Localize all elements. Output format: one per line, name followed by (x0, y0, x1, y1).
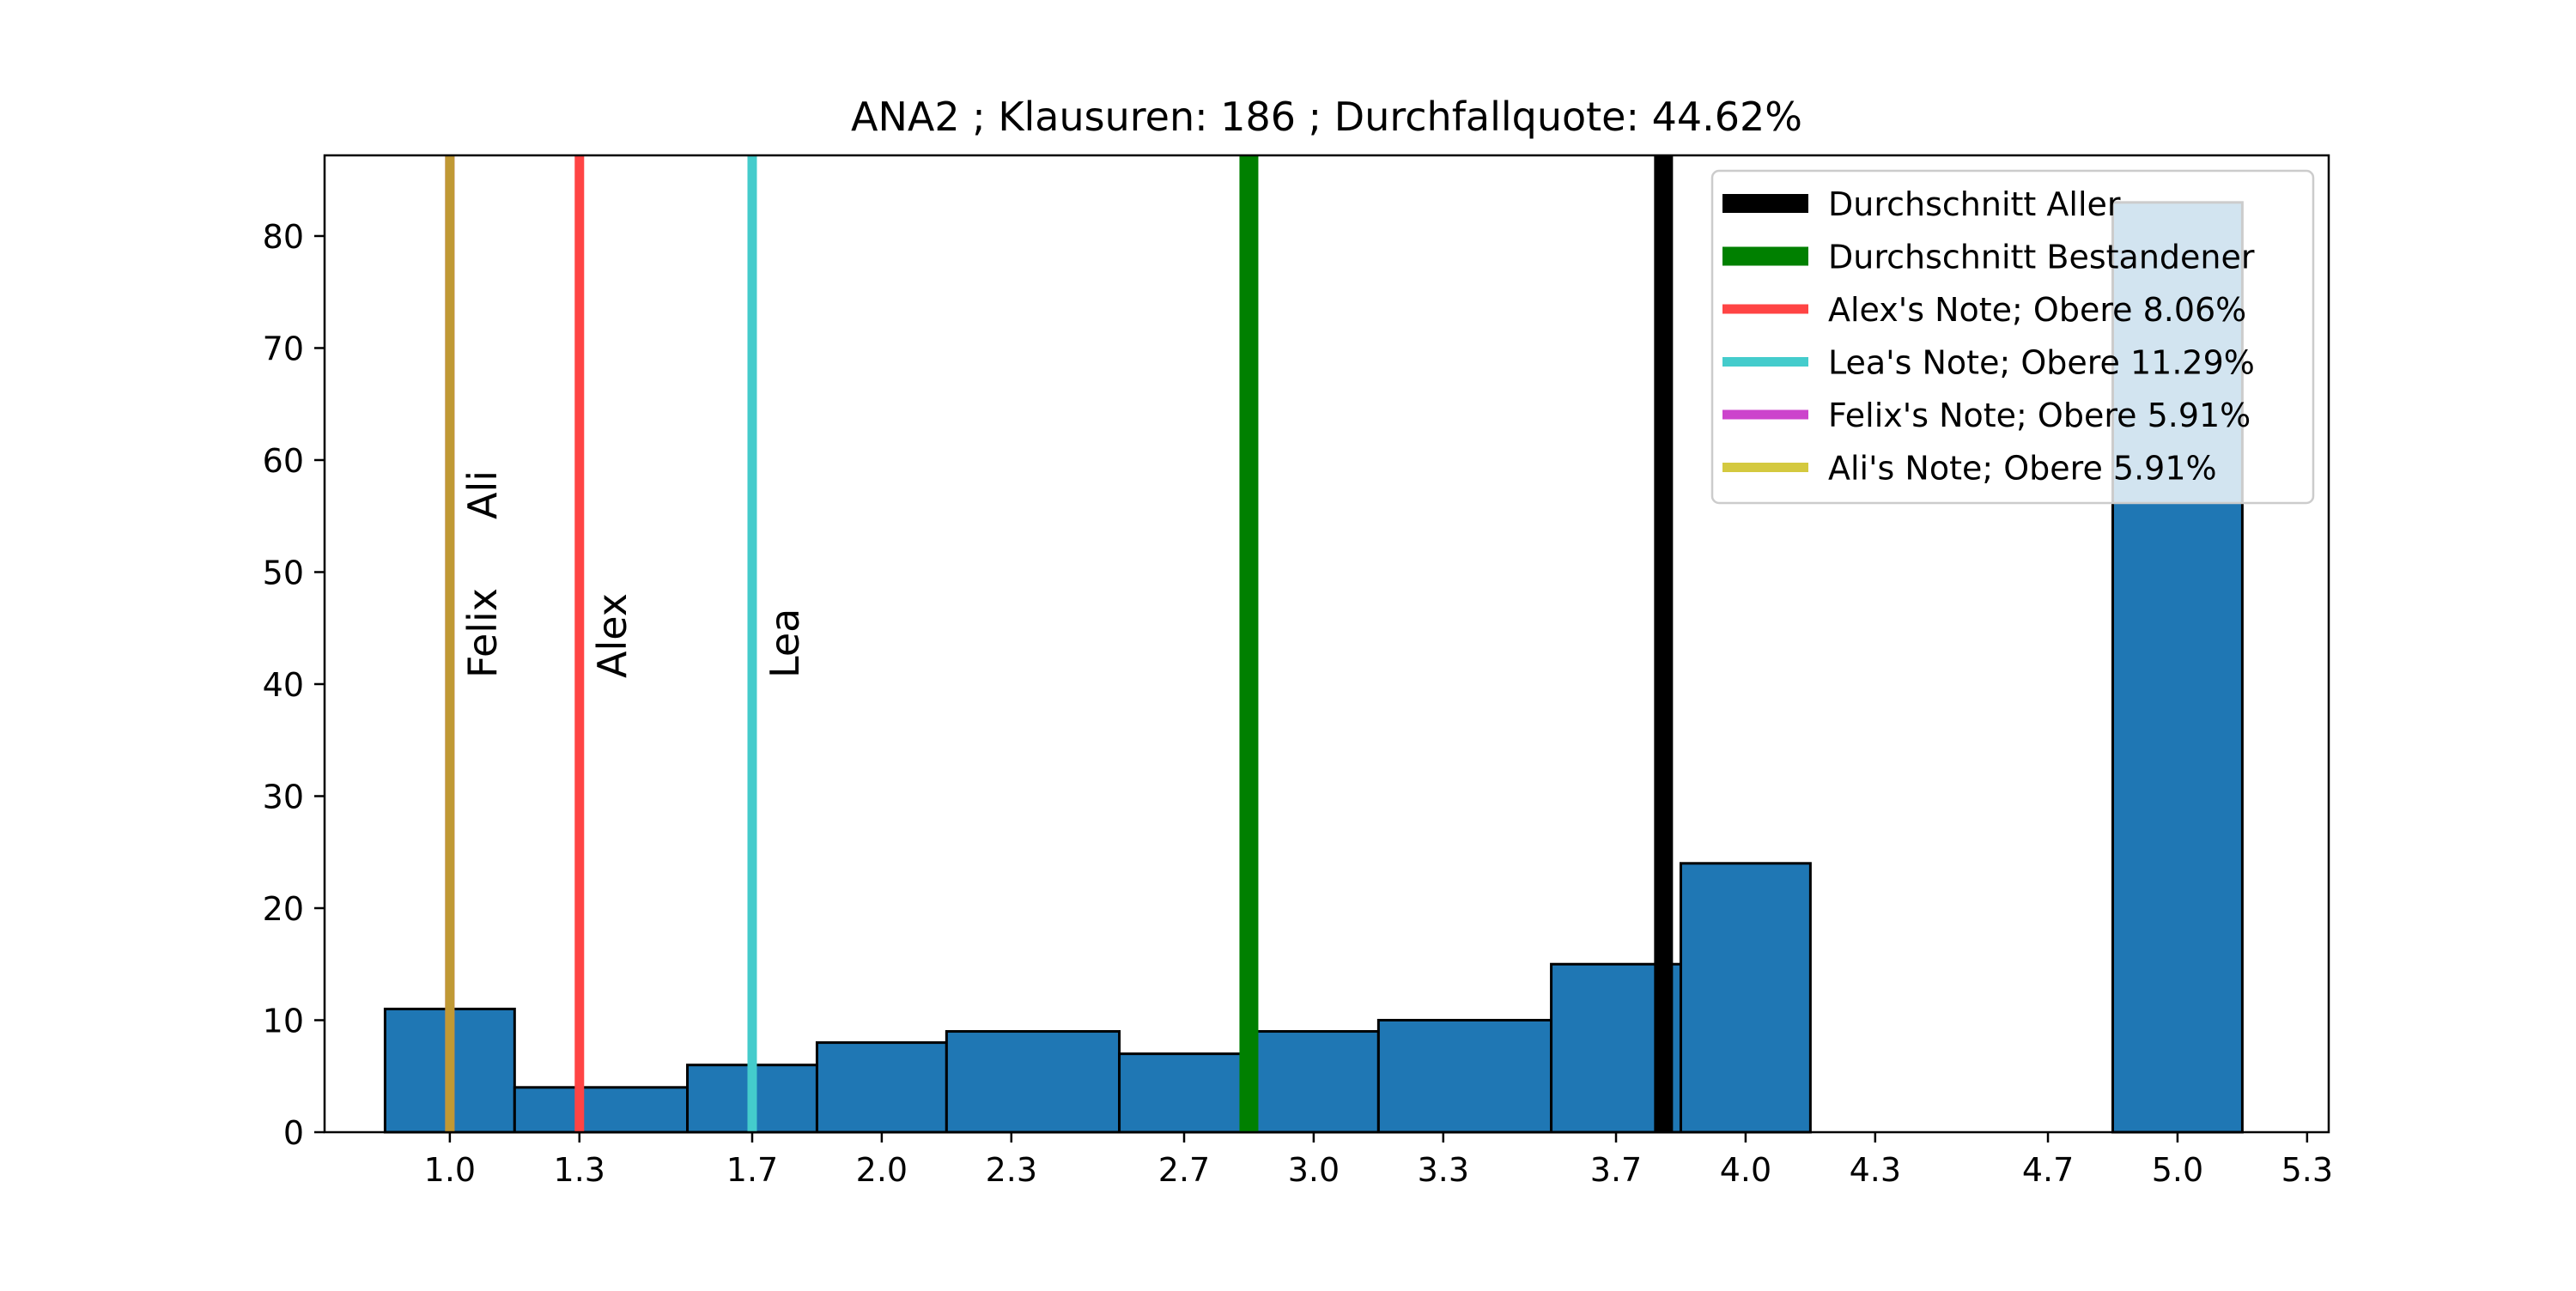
y-tick-label: 80 (263, 218, 304, 256)
legend-box (1710, 169, 2315, 505)
x-axis-ticks: 1.0 1.3 1.7 2.0 2.3 2.7 3.0 3.3 3.7 4.0 4.3 4.7 5.0 5… (424, 1132, 2333, 1189)
y-tick-label: 0 (283, 1114, 304, 1152)
histogram-bar (945, 1030, 1121, 1134)
line-annotation: Alex (589, 593, 635, 678)
x-tick-label: 3.7 (1590, 1151, 1642, 1189)
bars-layer (383, 201, 2244, 1134)
legend-label: Alex's Note; Obere 8.06% (1828, 291, 2246, 329)
x-tick-label: 1.7 (726, 1151, 778, 1189)
legend-label: Durchschnitt Aller (1828, 185, 2121, 223)
x-tick-label: 1.0 (424, 1151, 476, 1189)
y-tick-label: 60 (263, 442, 304, 480)
y-tick-label: 50 (263, 554, 304, 591)
x-tick-label: 1.3 (554, 1151, 605, 1189)
x-tick-label: 5.0 (2152, 1151, 2203, 1189)
y-tick-label: 70 (263, 330, 304, 367)
histogram-bar (1679, 862, 1812, 1134)
reference-lines-layer (445, 155, 1674, 1132)
y-tick-label: 10 (263, 1002, 304, 1039)
histogram-bar (513, 1086, 690, 1134)
x-tick-label: 4.7 (2022, 1151, 2074, 1189)
legend-label: Felix's Note; Obere 5.91% (1828, 397, 2251, 434)
line-annotation: Ali (459, 470, 506, 519)
annotations-layer: Alex Lea Felix Ali (459, 470, 808, 678)
y-tick-label: 30 (263, 778, 304, 815)
histogram-bar (815, 1041, 948, 1134)
histogram-bar (1247, 1030, 1380, 1134)
histogram-bar (1376, 1018, 1553, 1134)
legend-label: Ali's Note; Obere 5.91% (1828, 450, 2217, 488)
legend-label: Lea's Note; Obere 11.29% (1828, 344, 2255, 382)
legend: Durchschnitt Aller Durchschnitt Bestanden… (1710, 169, 2315, 505)
histogram-bar (1118, 1052, 1250, 1134)
x-tick-label: 2.0 (856, 1151, 908, 1189)
x-tick-label: 4.3 (1850, 1151, 1901, 1189)
axes-frame (323, 154, 2330, 1134)
x-tick-label: 2.7 (1158, 1151, 1210, 1189)
y-tick-label: 20 (263, 890, 304, 928)
x-tick-label: 3.0 (1288, 1151, 1340, 1189)
x-tick-label: 4.0 (1720, 1151, 1771, 1189)
chart-title: ANA2 ; Klausuren: 186 ; Durchfallquote: … (851, 94, 1802, 140)
x-tick-label: 3.3 (1418, 1151, 1469, 1189)
legend-label: Durchschnitt Bestandener (1828, 239, 2255, 276)
y-tick-label: 40 (263, 666, 304, 704)
line-annotation: Lea (762, 609, 808, 678)
x-tick-label: 5.3 (2281, 1151, 2333, 1189)
y-axis-ticks: 0 10 20 30 40 50 60 70 80 (263, 218, 325, 1152)
x-tick-label: 2.3 (986, 1151, 1037, 1189)
line-annotation: Felix (459, 588, 506, 678)
